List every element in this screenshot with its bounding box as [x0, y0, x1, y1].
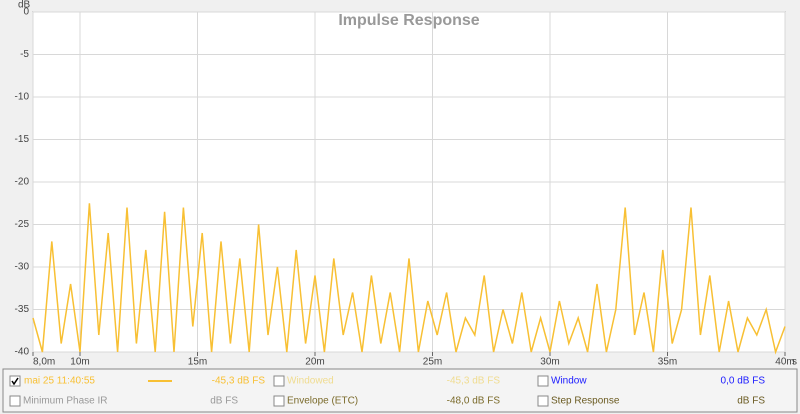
legend-label: Envelope (ETC): [287, 396, 358, 407]
legend-value: 0,0 dB FS: [721, 376, 766, 387]
x-tick-label: 35m: [658, 357, 677, 368]
x-tick-label: 10m: [70, 357, 89, 368]
legend-value: -48,0 dB FS: [447, 396, 501, 407]
y-tick-label: -40: [15, 347, 30, 358]
chart-title: Impulse Response: [338, 12, 479, 29]
y-tick-label: -10: [15, 92, 30, 103]
x-tick-label: 25m: [423, 357, 442, 368]
legend-label: Minimum Phase IR: [23, 396, 107, 407]
checkmark: [11, 377, 19, 386]
checkbox: [273, 375, 285, 387]
checkbox: [537, 375, 549, 387]
x-tick-label: 30m: [540, 357, 559, 368]
y-axis-label: dB: [18, 0, 31, 11]
legend-value: -45,3 dB FS: [212, 376, 266, 387]
checkbox: [273, 395, 285, 407]
checkbox: [9, 375, 21, 387]
y-tick-label: -35: [15, 304, 30, 315]
x-tick-label: 40m: [775, 357, 794, 368]
y-tick-label: -30: [15, 262, 30, 273]
x-axis-label: s: [792, 357, 797, 368]
y-tick-label: -20: [15, 177, 30, 188]
y-tick-label: -15: [15, 134, 30, 145]
series-line: [32, 203, 786, 355]
checkbox: [537, 395, 549, 407]
y-tick-label: 0: [23, 7, 29, 18]
legend-value: dB FS: [737, 396, 765, 407]
y-tick-label: -5: [20, 49, 29, 60]
x-tick-label: 20m: [305, 357, 324, 368]
y-tick-label: -25: [15, 219, 30, 230]
legend-label: Window: [551, 376, 587, 387]
legend-panel: [2, 368, 798, 413]
legend-label: Windowed: [287, 376, 334, 387]
x-tick-label: 8,0m: [33, 357, 55, 368]
legend-label: Step Response: [551, 396, 620, 407]
legend-value: -45,3 dB FS: [447, 376, 501, 387]
legend-label: mai 25 11:40:55: [24, 376, 95, 387]
legend-value: dB FS: [210, 396, 238, 407]
x-tick-label: 15m: [188, 357, 207, 368]
checkbox: [9, 395, 21, 407]
